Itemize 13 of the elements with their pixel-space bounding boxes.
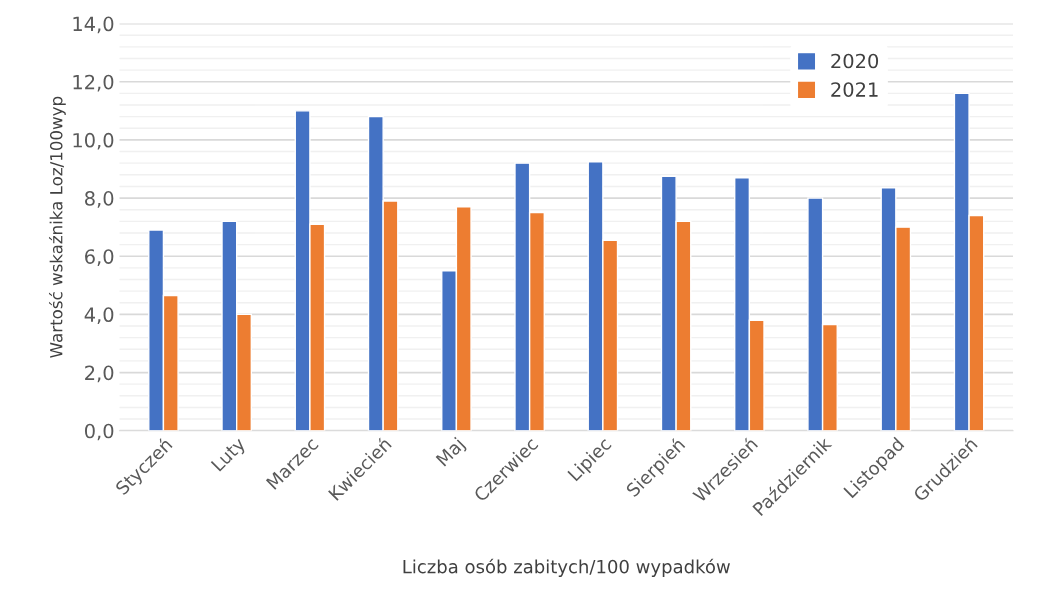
legend-label: 2021 — [831, 82, 878, 97]
y-tick-label: 8,0 — [85, 191, 114, 208]
x-axis-title: Liczba osób zabitych/100 wypadków — [403, 558, 730, 577]
y-tick-label: 10,0 — [73, 132, 114, 150]
y-tick-label: 6,0 — [85, 249, 114, 266]
y-tick-label: 4,0 — [84, 307, 114, 325]
x-tick-label: Maj — [435, 436, 468, 470]
y-tick-label: 2,0 — [85, 365, 114, 383]
y-axis-title: Wartość wskaźnika Loz/100wyp — [48, 96, 66, 358]
legend-label: 2020 — [831, 53, 879, 69]
y-tick-label: 14,0 — [73, 16, 114, 34]
y-tick-label: 0,0 — [84, 423, 114, 441]
y-tick-label: 12,0 — [73, 74, 114, 92]
